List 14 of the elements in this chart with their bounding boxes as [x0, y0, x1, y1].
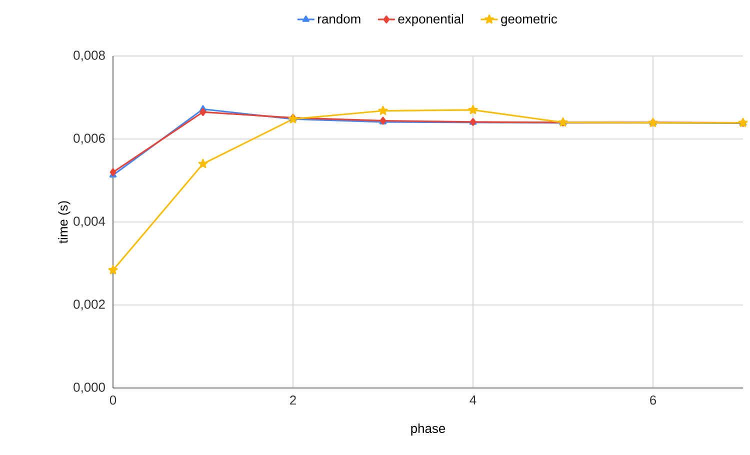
legend-label: geometric — [501, 14, 558, 26]
x-tick-label: 4 — [470, 396, 476, 404]
legend-label: exponential — [398, 14, 464, 26]
y-tick-label: 0,006 — [74, 134, 105, 144]
x-axis-title: phase — [411, 424, 446, 436]
y-tick-label: 0,000 — [74, 382, 105, 394]
y-tick-label: 0,004 — [74, 216, 106, 228]
y-tick-label: 0,008 — [74, 50, 105, 62]
x-tick-label: 2 — [290, 396, 296, 405]
legend-label: random — [318, 14, 360, 24]
x-tick-label: 0 — [110, 396, 116, 405]
y-axis-title: time (s) — [58, 201, 70, 244]
y-tick-label: 0,002 — [74, 300, 105, 310]
x-tick-label: 6 — [650, 396, 656, 405]
